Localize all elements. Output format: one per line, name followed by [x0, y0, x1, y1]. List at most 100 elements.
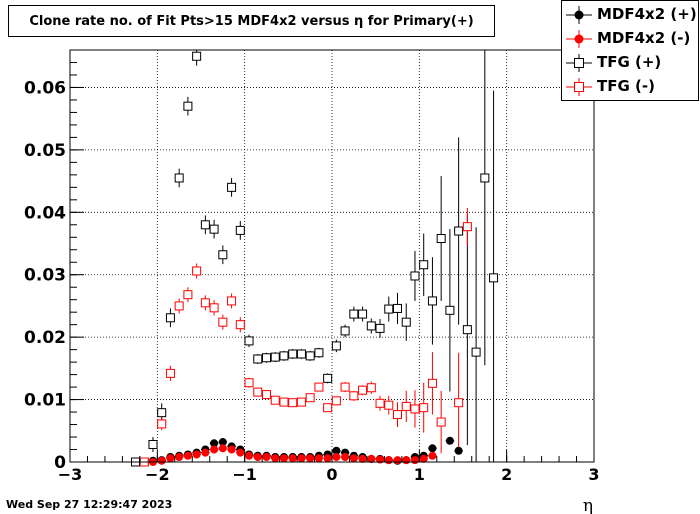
legend-marker-tfg-plus: [566, 54, 592, 72]
data-point: [462, 325, 472, 335]
timestamp: Wed Sep 27 12:29:47 2023: [6, 498, 173, 511]
data-point: [358, 454, 367, 463]
chart-title: Clone rate no. of Fit Pts>15 MDF4x2 vers…: [29, 13, 474, 29]
data-point: [384, 456, 393, 465]
data-point: [175, 453, 184, 462]
data-point: [157, 408, 167, 418]
data-point: [288, 398, 298, 408]
data-point: [262, 453, 271, 462]
data-point: [218, 317, 228, 327]
data-point: [358, 385, 368, 395]
y-tick-label: 0.02: [24, 328, 66, 348]
data-point: [157, 419, 167, 429]
data-point: [227, 296, 237, 306]
data-point: [331, 341, 341, 351]
x-tick-label: −3: [58, 465, 83, 484]
data-point: [279, 397, 289, 407]
chart-title-box: Clone rate no. of Fit Pts>15 MDF4x2 vers…: [8, 5, 495, 37]
data-point: [445, 305, 455, 315]
data-point: [288, 349, 298, 359]
data-point: [253, 453, 262, 462]
data-point: [210, 439, 219, 448]
data-point: [366, 321, 376, 331]
data-point: [384, 304, 394, 314]
data-point: [270, 395, 280, 405]
data-point: [279, 454, 288, 463]
data-point: [270, 352, 280, 362]
data-point: [401, 401, 411, 411]
data-point: [218, 250, 228, 260]
data-point: [436, 417, 446, 427]
data-point: [323, 454, 332, 463]
x-tick-label: 2: [501, 465, 512, 484]
data-point: [157, 456, 166, 465]
legend-entry-mdf-minus: MDF4x2 (-): [562, 27, 698, 51]
data-point: [253, 387, 263, 397]
data-point: [427, 378, 437, 388]
data-point: [454, 226, 464, 236]
y-tick-label: 0.06: [24, 78, 66, 98]
y-tick-label: 0.01: [24, 391, 66, 411]
legend: MDF4x2 (+) MDF4x2 (-) TFG (+) TFG (-): [561, 0, 699, 101]
data-point: [349, 454, 358, 463]
data-point: [148, 440, 158, 450]
data-point: [454, 446, 463, 455]
data-point: [367, 454, 376, 463]
data-point: [200, 220, 210, 230]
data-point: [200, 298, 210, 308]
data-point: [323, 373, 333, 383]
axis-ticks: [69, 49, 595, 463]
data-point: [244, 378, 254, 388]
data-point: [419, 454, 428, 463]
data-point: [227, 182, 237, 192]
data-point: [410, 271, 420, 281]
data-point: [340, 382, 350, 392]
data-point: [174, 301, 184, 311]
data-point: [244, 336, 254, 346]
data-point: [410, 456, 419, 465]
data-point: [366, 383, 376, 393]
data-point: [227, 445, 236, 454]
data-point: [305, 351, 315, 361]
data-point: [218, 438, 227, 447]
data-point: [235, 320, 245, 330]
data-point: [279, 351, 289, 361]
data-point: [419, 403, 429, 413]
data-point: [271, 454, 280, 463]
data-point: [253, 354, 263, 364]
data-point: [314, 348, 324, 358]
data-point: [183, 451, 192, 460]
legend-entry-mdf-plus: MDF4x2 (+): [562, 3, 698, 27]
legend-entry-tfg-minus: TFG (-): [562, 75, 698, 99]
data-point: [210, 445, 219, 454]
data-point: [489, 273, 499, 283]
data-point: [262, 390, 271, 400]
data-point: [165, 313, 175, 323]
data-point: [402, 456, 411, 465]
data-point: [445, 436, 454, 445]
data-point: [341, 453, 350, 462]
x-tick-label: 3: [588, 465, 599, 484]
data-point: [375, 398, 385, 408]
data-point: [428, 444, 437, 453]
data-point: [349, 391, 359, 401]
data-point: [192, 266, 202, 276]
data-point: [393, 410, 402, 420]
data-point: [427, 296, 437, 306]
data-point: [296, 397, 306, 407]
data-point: [331, 396, 341, 406]
data-point: [209, 303, 219, 313]
data-point: [332, 453, 341, 462]
y-tick-label: 0: [54, 453, 66, 473]
legend-marker-mdf-plus: [566, 6, 592, 24]
data-point: [454, 398, 464, 408]
data-point: [428, 451, 437, 460]
legend-label: MDF4x2 (+): [597, 5, 697, 23]
data-point: [236, 448, 245, 457]
data-point: [314, 382, 324, 392]
data-point: [471, 347, 481, 357]
data-point: [358, 309, 368, 319]
data-markers: [131, 51, 499, 467]
data-point: [245, 451, 254, 460]
